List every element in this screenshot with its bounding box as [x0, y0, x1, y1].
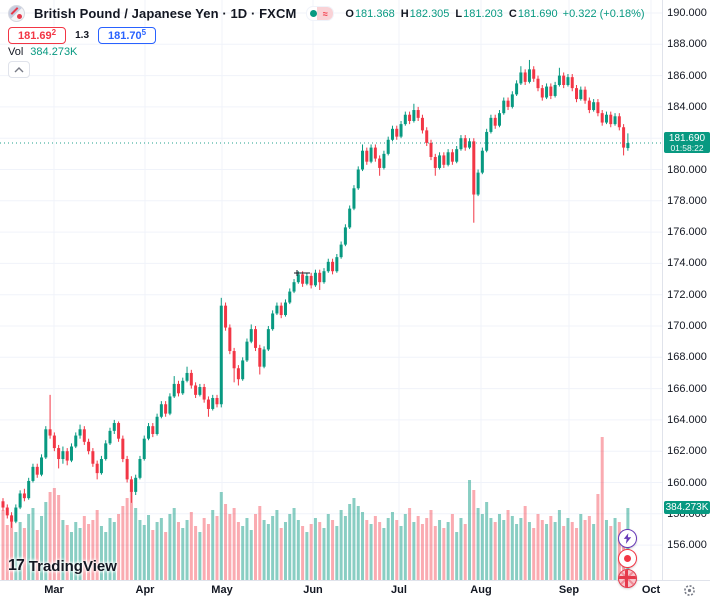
- price-tick-label: 180.000: [667, 163, 707, 176]
- bar-countdown: 01:58:22: [670, 143, 704, 154]
- price-tick-label: 188.000: [667, 38, 707, 51]
- price-tick-label: 184.000: [667, 100, 707, 113]
- price-tick-label: 174.000: [667, 257, 707, 270]
- price-tick-label: 168.000: [667, 351, 707, 364]
- record-dot-icon: [624, 555, 631, 562]
- instant-order-button[interactable]: [618, 529, 637, 548]
- ask-price-sup: 5: [141, 28, 147, 37]
- bid-price-sup: 2: [51, 28, 57, 37]
- last-price-value: 181.690: [668, 133, 706, 145]
- close-label: C: [508, 7, 517, 20]
- collapse-legend-button[interactable]: [8, 61, 30, 78]
- last-price-badge: 181.690 01:58:22: [664, 132, 710, 154]
- market-status-pill[interactable]: ≈: [306, 6, 335, 21]
- bid-ask-row: 181.69 2 1.3 181.70 5: [8, 27, 157, 44]
- chevron-up-icon: [14, 66, 24, 72]
- time-axis[interactable]: Mar Apr May Jun Jul Aug Sep Oct: [0, 580, 710, 600]
- month-label: Mar: [44, 584, 64, 596]
- month-label: Aug: [470, 584, 492, 596]
- month-label: Sep: [558, 584, 580, 596]
- price-tick-label: 178.000: [667, 194, 707, 207]
- quick-action-buttons: [618, 529, 637, 588]
- tradingview-logo[interactable]: 17 TradingView: [8, 557, 117, 575]
- bid-price: 181.69: [18, 29, 52, 42]
- price-tick-label: 156.000: [667, 539, 707, 552]
- volume-value: 384.273K: [30, 46, 78, 58]
- low-value: 181.203: [463, 7, 503, 20]
- ohlc-readout: O 181.368 H 182.305 L 181.203 C 181.690 +0.3…: [345, 8, 644, 20]
- volume-label: Vol: [8, 46, 24, 58]
- lightning-icon: [623, 533, 632, 544]
- spread-label: 1.3: [75, 30, 90, 41]
- market-open-dot-icon: [310, 10, 318, 17]
- month-label: Oct: [641, 584, 661, 596]
- price-tick-label: 162.000: [667, 445, 707, 458]
- low-label: L: [455, 7, 463, 20]
- month-label: May: [211, 584, 233, 596]
- record-button[interactable]: [618, 549, 637, 568]
- high-value: 182.305: [409, 7, 450, 20]
- price-tick-label: 164.000: [667, 413, 707, 426]
- month-label: Apr: [135, 584, 155, 596]
- open-value: 181.368: [354, 7, 395, 20]
- price-tick-label: 166.000: [667, 382, 707, 395]
- price-tick-label: 176.000: [667, 226, 707, 239]
- volume-badge: 384.273K: [664, 501, 710, 514]
- price-tick-label: 186.000: [667, 69, 707, 82]
- price-tick-label: 170.000: [667, 320, 707, 332]
- buy-ask-button[interactable]: 181.70 5: [98, 27, 157, 44]
- delayed-data-icon: ≈: [317, 7, 334, 20]
- uk-flag-icon: [619, 570, 636, 587]
- high-label: H: [400, 7, 409, 20]
- gbp-flag-button[interactable]: [618, 569, 637, 588]
- price-tick-label: 160.000: [667, 476, 707, 489]
- volume-legend: Vol 384.273K: [8, 46, 77, 58]
- symbol-title[interactable]: British Pound / Japanese Yen · 1D · FXCM: [34, 6, 297, 21]
- sell-bid-button[interactable]: 181.69 2: [8, 27, 67, 44]
- symbol-header: British Pound / Japanese Yen · 1D · FXCM…: [8, 5, 645, 22]
- axis-settings-button[interactable]: [681, 582, 697, 598]
- gear-icon: [683, 584, 695, 596]
- price-tick-label: 172.000: [667, 288, 707, 301]
- change-value: +0.322 (+0.18%): [562, 7, 645, 20]
- month-label: Jun: [303, 584, 323, 596]
- price-tick-label: 190.000: [667, 7, 707, 19]
- month-label: Jul: [391, 584, 407, 596]
- close-value: 181.690: [517, 7, 558, 20]
- symbol-flag-icon: [8, 5, 25, 22]
- tradingview-mark-icon: 17: [8, 557, 25, 574]
- tradingview-logo-text: TradingView: [28, 557, 117, 575]
- ask-price: 181.70: [108, 29, 142, 42]
- price-axis[interactable]: 384.273K 190.000188.000186.000184.000182…: [662, 0, 710, 580]
- open-label: O: [345, 7, 354, 20]
